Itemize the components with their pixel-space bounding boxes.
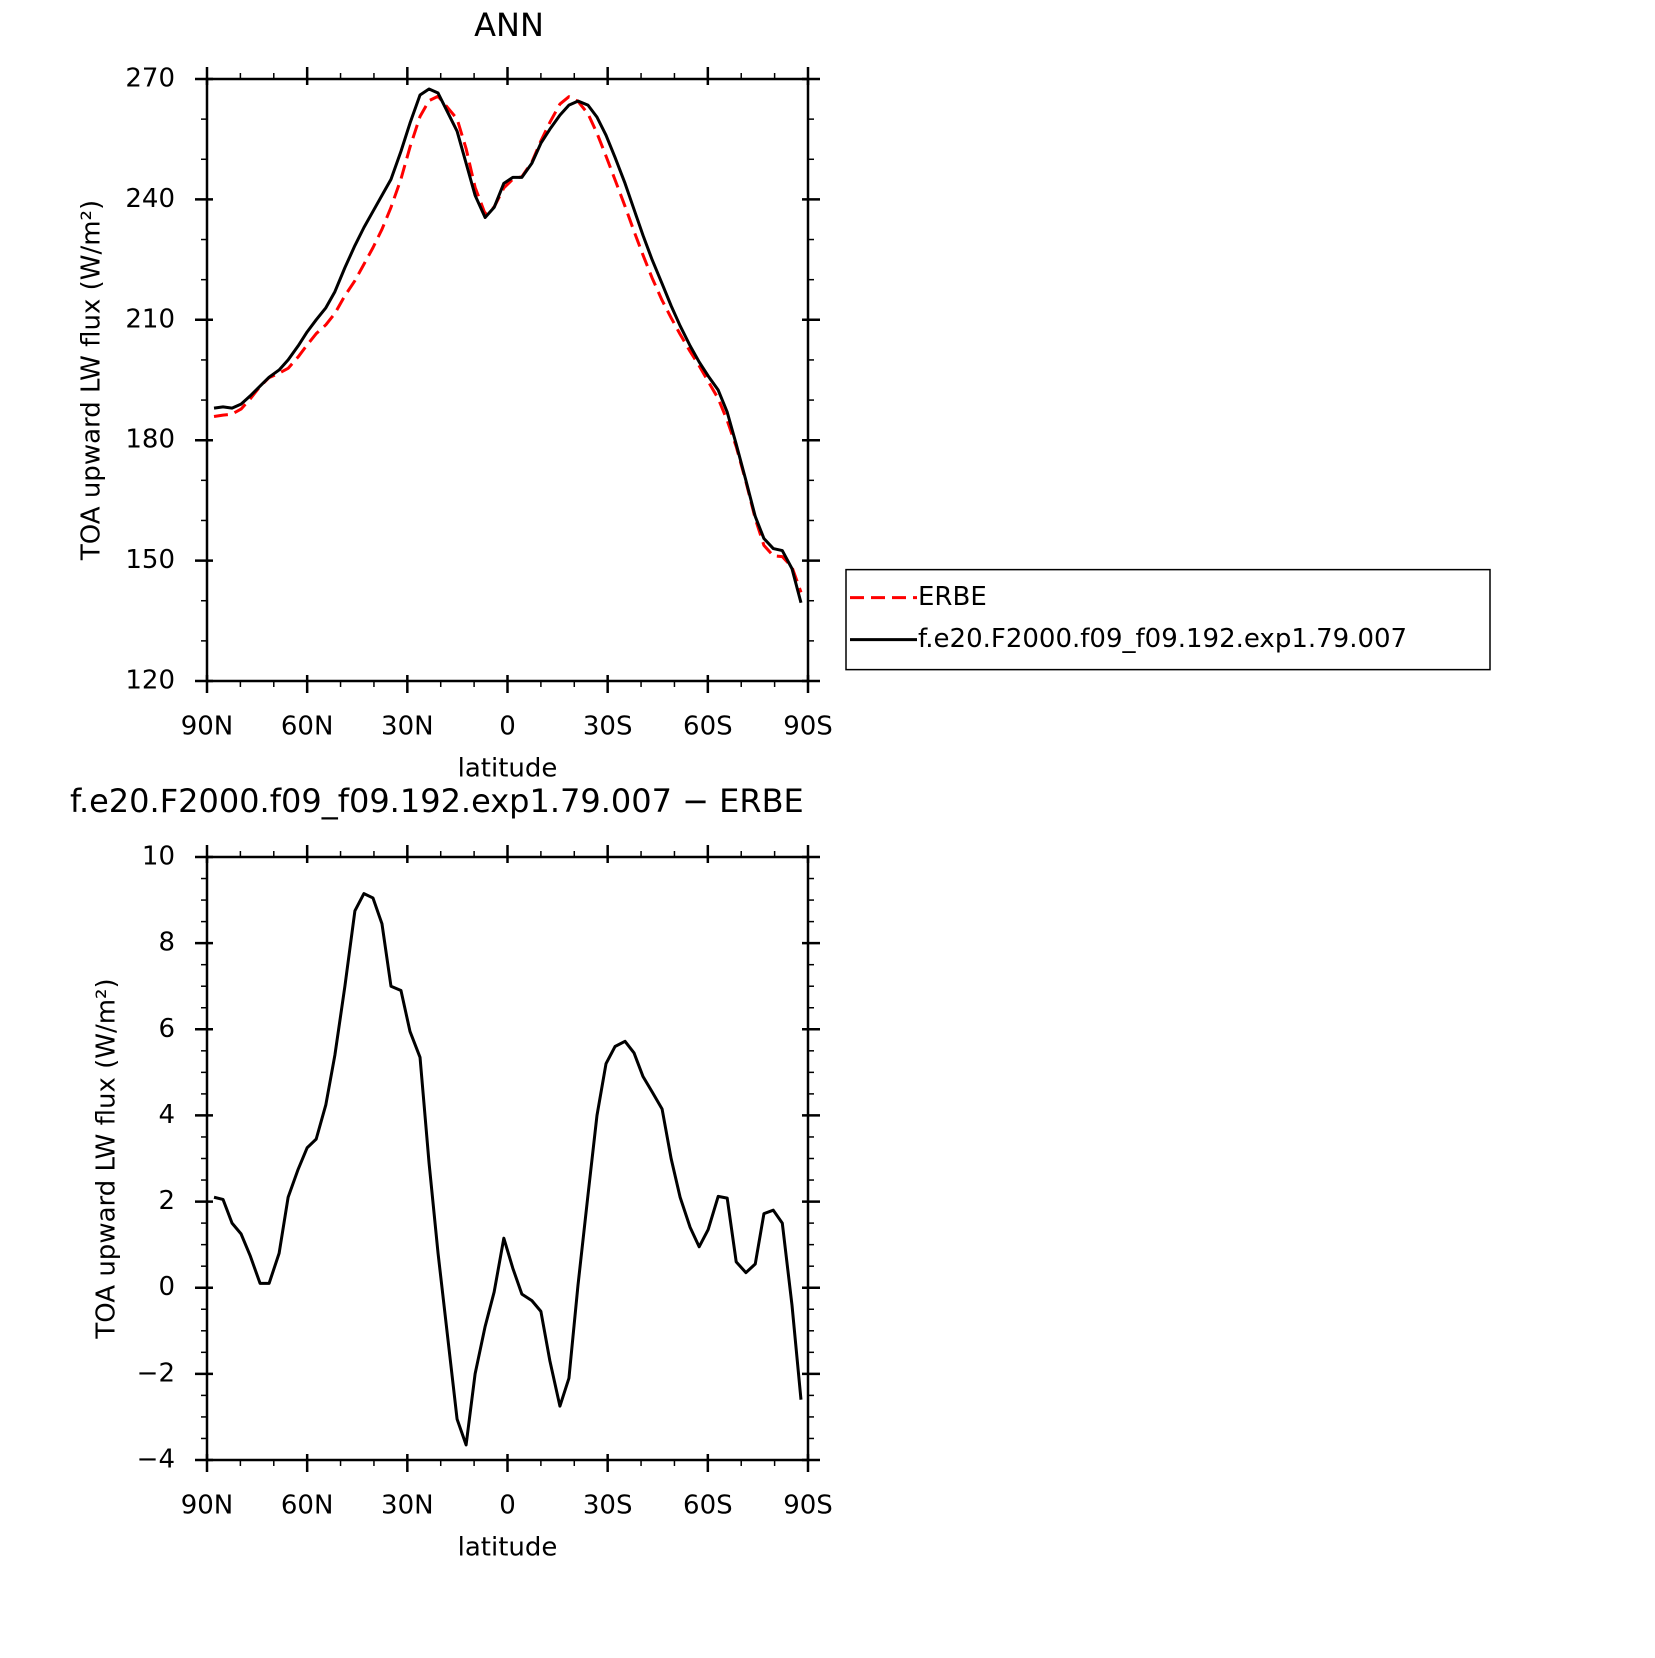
y-tick-label: 0 bbox=[158, 1272, 175, 1302]
legend-label: f.e20.F2000.f09_f09.192.exp1.79.007 bbox=[918, 624, 1407, 654]
y-tick-label: 120 bbox=[125, 666, 175, 696]
data-line bbox=[213, 94, 803, 593]
x-tick-label: 60S bbox=[683, 1491, 733, 1521]
x-tick-label: 30S bbox=[583, 1491, 633, 1521]
y-tick-label: −4 bbox=[137, 1445, 175, 1475]
y-tick-label: 8 bbox=[158, 928, 175, 958]
x-tick-label: 60N bbox=[281, 712, 334, 742]
y-tick-label: 150 bbox=[125, 545, 175, 575]
x-tick-label: 30N bbox=[381, 1491, 434, 1521]
x-axis-label: latitude bbox=[458, 1533, 558, 1563]
data-line bbox=[213, 87, 803, 604]
y-tick-label: 210 bbox=[125, 304, 175, 334]
x-tick-label: 60S bbox=[683, 712, 733, 742]
x-tick-label: 0 bbox=[499, 712, 516, 742]
y-tick-label: 6 bbox=[158, 1014, 175, 1044]
x-tick-label: 0 bbox=[499, 1491, 516, 1521]
x-tick-label: 90S bbox=[783, 1491, 833, 1521]
y-tick-label: 4 bbox=[158, 1100, 175, 1130]
x-tick-label: 90N bbox=[181, 1491, 234, 1521]
legend-label: ERBE bbox=[918, 582, 987, 612]
legend-box bbox=[845, 568, 1491, 671]
x-tick-label: 90S bbox=[783, 712, 833, 742]
plot-frame bbox=[205, 855, 810, 1462]
y-tick-label: −2 bbox=[137, 1358, 175, 1388]
y-tick-label: 270 bbox=[125, 64, 175, 94]
x-tick-label: 30S bbox=[583, 712, 633, 742]
y-axis-label: TOA upward LW flux (W/m²) bbox=[92, 978, 122, 1339]
data-line bbox=[213, 892, 803, 1447]
x-tick-label: 90N bbox=[181, 712, 234, 742]
y-axis-label: TOA upward LW flux (W/m²) bbox=[77, 200, 107, 561]
x-tick-label: 60N bbox=[281, 1491, 334, 1521]
chart-title: ANN bbox=[474, 6, 544, 44]
x-tick-label: 30N bbox=[381, 712, 434, 742]
chart-title: f.e20.F2000.f09_f09.192.exp1.79.007 − ER… bbox=[70, 782, 804, 820]
plot-frame bbox=[205, 77, 810, 683]
y-tick-label: 10 bbox=[142, 842, 175, 872]
y-tick-label: 180 bbox=[125, 425, 175, 455]
y-tick-label: 2 bbox=[158, 1186, 175, 1216]
y-tick-label: 240 bbox=[125, 184, 175, 214]
x-axis-label: latitude bbox=[458, 754, 558, 784]
